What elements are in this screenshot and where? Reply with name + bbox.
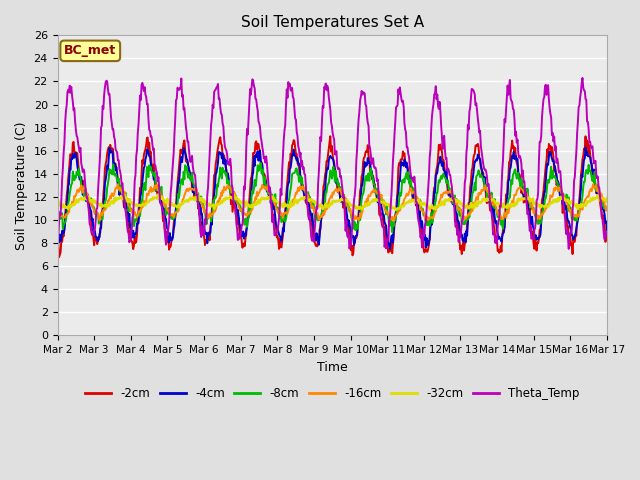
-8cm	[257, 160, 264, 166]
-2cm	[326, 133, 334, 139]
-16cm	[121, 190, 129, 195]
-2cm	[417, 215, 424, 221]
Line: -4cm: -4cm	[58, 147, 607, 249]
-2cm	[205, 238, 213, 243]
Theta_Temp	[399, 98, 407, 104]
-16cm	[54, 208, 61, 214]
-32cm	[401, 202, 408, 207]
Theta_Temp	[63, 89, 71, 95]
-32cm	[205, 202, 213, 208]
-32cm	[54, 199, 61, 205]
-8cm	[120, 194, 128, 200]
Line: -16cm: -16cm	[58, 184, 607, 221]
-8cm	[417, 198, 424, 204]
Theta_Temp	[603, 233, 611, 239]
-2cm	[401, 150, 408, 156]
-4cm	[603, 227, 611, 233]
-2cm	[54, 240, 61, 246]
-32cm	[417, 200, 424, 206]
-8cm	[388, 229, 396, 235]
-32cm	[63, 204, 71, 210]
Theta_Temp	[205, 169, 212, 175]
Theta_Temp	[120, 196, 128, 202]
Theta_Temp	[415, 221, 423, 227]
-4cm	[63, 197, 71, 203]
-2cm	[603, 230, 611, 236]
-16cm	[114, 181, 122, 187]
Theta_Temp	[176, 85, 184, 91]
Y-axis label: Soil Temperature (C): Soil Temperature (C)	[15, 121, 28, 250]
Theta_Temp	[565, 246, 573, 252]
Line: Theta_Temp: Theta_Temp	[58, 78, 607, 249]
-4cm	[205, 232, 212, 238]
-16cm	[390, 218, 397, 224]
-4cm	[54, 231, 61, 237]
Theta_Temp	[54, 233, 61, 239]
-4cm	[120, 196, 128, 202]
-8cm	[63, 210, 71, 216]
-32cm	[120, 194, 128, 200]
-32cm	[154, 192, 162, 197]
Line: -32cm: -32cm	[58, 194, 607, 210]
Legend: -2cm, -4cm, -8cm, -16cm, -32cm, Theta_Temp: -2cm, -4cm, -8cm, -16cm, -32cm, Theta_Te…	[80, 382, 584, 404]
-32cm	[603, 195, 611, 201]
-2cm	[65, 175, 72, 181]
Theta_Temp	[579, 75, 586, 81]
-8cm	[205, 213, 212, 219]
-4cm	[400, 163, 408, 169]
-16cm	[603, 204, 611, 210]
-2cm	[55, 254, 63, 260]
-16cm	[63, 211, 71, 217]
X-axis label: Time: Time	[317, 360, 348, 373]
-32cm	[392, 207, 400, 213]
-16cm	[177, 203, 184, 208]
-8cm	[54, 212, 61, 217]
-16cm	[417, 207, 424, 213]
-2cm	[177, 147, 184, 153]
-8cm	[176, 188, 184, 193]
Text: BC_met: BC_met	[64, 44, 116, 57]
-32cm	[177, 201, 184, 207]
Line: -8cm: -8cm	[58, 163, 607, 232]
-4cm	[386, 246, 394, 252]
Line: -2cm: -2cm	[58, 136, 607, 257]
-8cm	[401, 180, 408, 185]
-4cm	[176, 170, 184, 176]
-2cm	[121, 204, 129, 209]
-8cm	[603, 204, 611, 210]
-16cm	[401, 196, 408, 202]
-16cm	[205, 211, 213, 216]
-4cm	[416, 206, 424, 212]
Title: Soil Temperatures Set A: Soil Temperatures Set A	[241, 15, 424, 30]
-4cm	[582, 144, 589, 150]
